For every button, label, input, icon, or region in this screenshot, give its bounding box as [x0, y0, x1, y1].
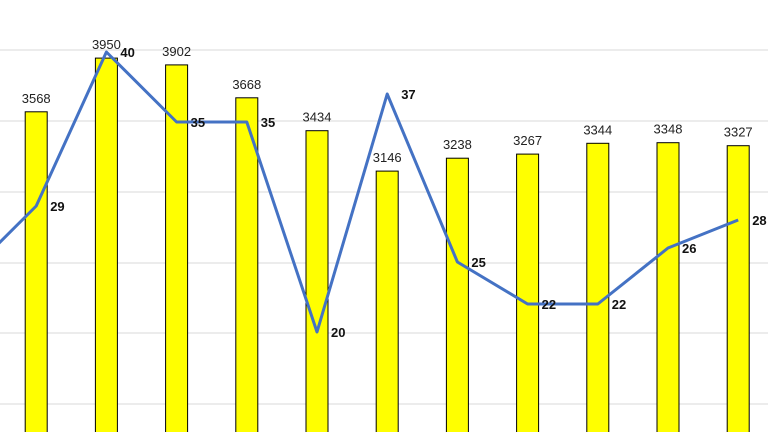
- line-data-label: 40: [120, 45, 134, 60]
- bar: [235, 97, 259, 432]
- line-series: [0, 50, 739, 334]
- bar-data-label: 3146: [373, 150, 402, 165]
- bar: [586, 142, 610, 432]
- line-path: [0, 50, 739, 334]
- bar-data-label: 3568: [22, 91, 51, 106]
- line-data-label: 37: [401, 87, 415, 102]
- bar-data-label: 3902: [162, 44, 191, 59]
- bar-series: [24, 57, 750, 432]
- bar: [165, 64, 189, 432]
- line-data-label: 22: [612, 297, 626, 312]
- bar: [726, 145, 750, 432]
- bar: [445, 157, 469, 432]
- line-data-label: 35: [261, 115, 275, 130]
- line-data-label: 29: [50, 199, 64, 214]
- bar-data-label: 3238: [443, 137, 472, 152]
- bar: [375, 170, 399, 432]
- line-data-label: 25: [471, 255, 485, 270]
- bar-data-label: 3267: [513, 133, 542, 148]
- bar-data-label: 3344: [583, 122, 612, 137]
- bar: [305, 130, 329, 432]
- bar: [656, 142, 680, 432]
- line-data-label: 22: [542, 297, 556, 312]
- bar: [94, 57, 118, 432]
- bar-data-labels: 3568 3950 3902 3668 3434 3146 3238 3267 3344 3348…: [22, 37, 753, 165]
- bar: [24, 111, 48, 432]
- bar-data-label: 3434: [303, 110, 332, 125]
- bar: [516, 153, 540, 432]
- line-data-label: 28: [752, 213, 766, 228]
- bar-data-label: 3348: [654, 122, 683, 137]
- bar-data-label: 3327: [724, 125, 753, 140]
- line-data-label: 26: [682, 241, 696, 256]
- line-data-label: 35: [191, 115, 205, 130]
- bar-data-label: 3950: [92, 37, 121, 52]
- line-data-labels: 29 40 35 35 20 37 25 22 22 26 28: [50, 45, 766, 340]
- line-data-label: 20: [331, 325, 345, 340]
- bar-data-label: 3668: [232, 77, 261, 92]
